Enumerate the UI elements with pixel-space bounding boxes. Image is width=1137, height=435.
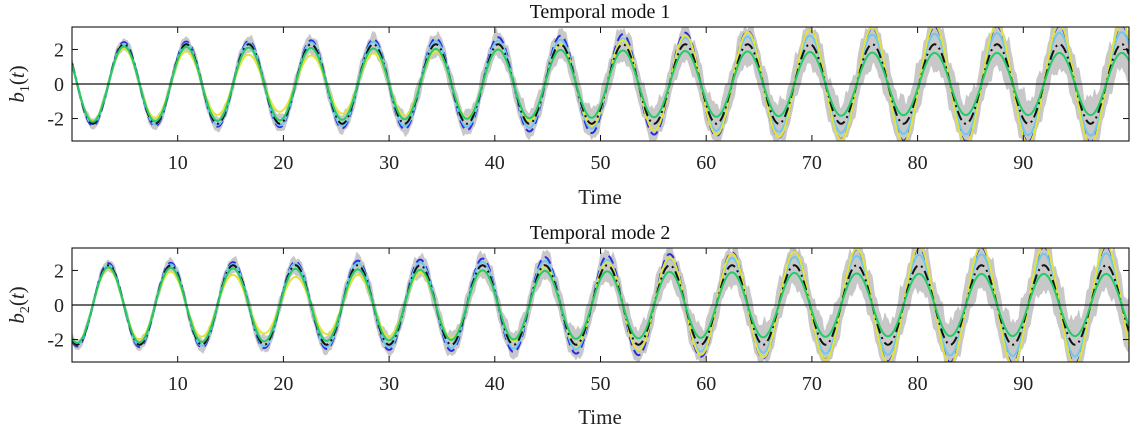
y-axis-label-part: t bbox=[5, 71, 29, 78]
plot-area bbox=[72, 248, 1129, 362]
x-axis-label: Time bbox=[578, 405, 622, 429]
x-tick-label: 90 bbox=[1013, 373, 1033, 395]
panel-title: Temporal mode 2 bbox=[530, 222, 671, 244]
panel-title: Temporal mode 1 bbox=[530, 1, 671, 23]
plot-area bbox=[72, 27, 1129, 141]
x-tick-label: 40 bbox=[485, 373, 505, 395]
x-tick-label: 10 bbox=[168, 152, 188, 174]
temporal-mode-2-panel: Temporal mode 2 Time b2(t) 10 20 30 40 50 60 7… bbox=[5, 222, 1130, 429]
series-line bbox=[72, 266, 1129, 344]
y-tick-label: 0 bbox=[54, 295, 64, 317]
uncertainty-band bbox=[72, 248, 1129, 362]
y-axis-label-part: ) bbox=[5, 286, 29, 293]
y-axis-label-part: ( bbox=[5, 78, 29, 85]
y-tick-label: 2 bbox=[54, 260, 64, 282]
y-axis-label-part: b bbox=[5, 92, 29, 103]
y-tick-label: -2 bbox=[47, 330, 64, 352]
y-axis-label: b2(t) bbox=[5, 286, 33, 323]
x-tick-label: 20 bbox=[273, 373, 293, 395]
y-tick-label: 0 bbox=[54, 74, 64, 96]
x-tick-label: 10 bbox=[168, 373, 188, 395]
x-tick-label: 30 bbox=[379, 152, 399, 174]
temporal-mode-1-panel: Temporal mode 1 Time b1(t) 10 20 30 40 50 60 7… bbox=[5, 1, 1130, 209]
x-tick-label: 80 bbox=[908, 373, 928, 395]
y-axis-label-part: t bbox=[5, 292, 29, 299]
y-axis-label-part: b bbox=[5, 313, 29, 324]
x-axis-label: Time bbox=[578, 185, 622, 209]
x-tick-label: 50 bbox=[591, 152, 611, 174]
y-axis-label: b1(t) bbox=[5, 65, 33, 102]
uncertainty-band bbox=[72, 27, 1129, 141]
x-tick-label: 60 bbox=[696, 152, 716, 174]
y-tick-label: -2 bbox=[47, 109, 64, 131]
y-axis-label-part: ( bbox=[5, 299, 29, 306]
x-tick-label: 80 bbox=[908, 152, 928, 174]
x-tick-label: 50 bbox=[591, 373, 611, 395]
y-axis-label-part: 1 bbox=[18, 85, 33, 92]
y-axis-label-part: ) bbox=[5, 65, 29, 72]
x-tick-label: 60 bbox=[696, 373, 716, 395]
x-tick-label: 20 bbox=[273, 152, 293, 174]
series-line bbox=[72, 45, 1129, 123]
x-tick-label: 90 bbox=[1013, 152, 1033, 174]
x-tick-label: 70 bbox=[802, 152, 822, 174]
x-tick-label: 70 bbox=[802, 373, 822, 395]
y-tick-label: 2 bbox=[54, 39, 64, 61]
y-axis-label-part: 2 bbox=[18, 306, 33, 313]
x-tick-label: 30 bbox=[379, 373, 399, 395]
x-tick-label: 40 bbox=[485, 152, 505, 174]
